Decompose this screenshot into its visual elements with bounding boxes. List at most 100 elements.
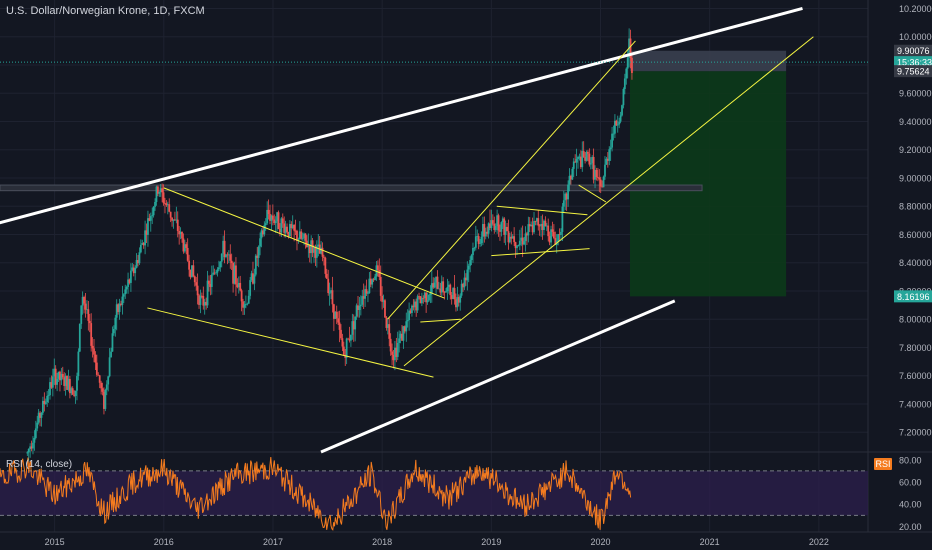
candle-body (379, 277, 382, 296)
candle-body (83, 296, 85, 304)
candle-body (499, 230, 501, 232)
candle-body (560, 231, 562, 235)
candlestick-series (26, 28, 633, 462)
candle-body (70, 388, 73, 394)
candle-body (450, 295, 453, 299)
candle-body (257, 246, 260, 258)
candle-body (327, 278, 330, 293)
candle-body (67, 378, 70, 390)
candle-body (128, 279, 131, 283)
candle-body (425, 292, 428, 303)
candle-body (158, 192, 161, 194)
candle-body (561, 206, 564, 232)
candle-body (195, 282, 198, 286)
candle-body (30, 446, 33, 449)
candle-body (472, 247, 474, 256)
price-tick-label: 8.80000 (899, 202, 932, 212)
candle-body (623, 78, 626, 89)
symbol-title[interactable]: U.S. Dollar/Norwegian Krone, 1D, FXCM (6, 5, 205, 17)
price-tick-label: 10.00000 (899, 32, 932, 42)
candle-body (168, 204, 171, 212)
candle-body (276, 212, 279, 222)
candle-body (501, 218, 504, 223)
candle-body (137, 260, 139, 264)
candle-body (42, 400, 44, 413)
candle-body (328, 292, 331, 294)
candle-body (460, 283, 463, 296)
candle-body (351, 321, 354, 335)
candle-body (616, 124, 619, 126)
candle-body (494, 225, 497, 230)
candle-body (340, 329, 342, 339)
candle-body (216, 269, 219, 273)
candle-body (183, 244, 186, 252)
rsi-title[interactable]: RSI (14, close) (6, 459, 73, 470)
candle-body (588, 153, 591, 165)
price-tag-bg (894, 290, 932, 303)
candle-body (348, 338, 351, 341)
candle-body (581, 150, 584, 168)
candle-body (296, 230, 298, 241)
candle-body (371, 279, 374, 285)
candle-body (469, 259, 472, 266)
candle-body (455, 299, 457, 308)
candle-body (34, 428, 37, 438)
candle-body (332, 304, 335, 319)
candle-body (68, 378, 71, 394)
candle-body (172, 219, 175, 221)
candle-body (358, 305, 361, 311)
candle-body (56, 378, 59, 385)
candle-body (63, 377, 66, 386)
candle-body (159, 188, 162, 193)
candle-body (592, 156, 595, 180)
candle-body (279, 229, 281, 233)
candle-body (98, 375, 101, 383)
candle-body (114, 317, 117, 329)
candle-body (308, 245, 311, 254)
candle-body (44, 402, 47, 405)
channel-line (578, 184, 607, 203)
price-tag-label: 8.16196 (897, 292, 930, 302)
candle-body (626, 57, 629, 69)
candle-body (531, 224, 534, 233)
channel-line (496, 205, 588, 216)
price-axis[interactable]: 7.200007.400007.600007.800008.000008.200… (899, 4, 932, 532)
candle-body (219, 261, 222, 268)
candle-body (401, 333, 403, 341)
upper-trendline (0, 7, 803, 225)
candle-body (103, 391, 105, 409)
horizontal-price-band (0, 184, 703, 192)
target-zone (629, 71, 787, 297)
candle-body (300, 231, 303, 239)
candle-body (286, 226, 288, 232)
candle-body (144, 230, 147, 246)
candle-body (598, 177, 601, 180)
candle-body (334, 311, 337, 319)
candle-body (622, 88, 625, 106)
candle-body (342, 346, 345, 355)
channel-line (387, 40, 636, 320)
candle-body (226, 254, 229, 256)
candle-body (86, 309, 88, 311)
candle-body (344, 354, 347, 358)
candle-body (270, 215, 273, 221)
candle-body (229, 254, 232, 261)
candle-body (527, 224, 530, 236)
drawn-trendlines[interactable] (0, 7, 868, 454)
time-tick-label: 2022 (809, 537, 829, 547)
candle-body (101, 388, 104, 392)
candle-body (49, 382, 51, 396)
candle-body (526, 233, 528, 236)
candle-body (164, 203, 166, 204)
candle-body (430, 283, 433, 294)
time-axis[interactable]: 2015 2016 2017 2018 2019 2020 2021 2022 (45, 537, 829, 547)
candle-body (260, 230, 263, 239)
candle-body (614, 120, 616, 134)
candle-body (323, 256, 325, 258)
candle-body (317, 244, 320, 247)
candle-body (564, 193, 567, 201)
candle-body (236, 284, 239, 288)
candle-body (59, 371, 61, 381)
candle-body (396, 342, 399, 357)
